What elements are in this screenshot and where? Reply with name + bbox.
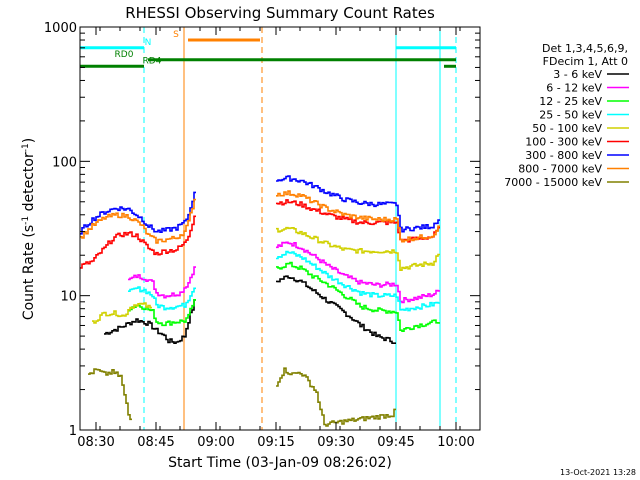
legend-label: 3 - 6 keV — [553, 68, 602, 81]
series-line-2-seg2 — [276, 261, 440, 332]
legend-label: 25 - 50 keV — [539, 109, 602, 122]
legend-label: 800 - 7000 keV — [518, 163, 602, 176]
series-line-7-seg1 — [80, 198, 196, 244]
flag-label-n: N — [145, 38, 152, 48]
x-tick-label: 08:45 — [137, 435, 174, 450]
x-axis: 08:30 08:45 09:00 09:15 09:30 09:45 10:00 — [77, 27, 481, 450]
series-line-2-seg1 — [128, 299, 196, 327]
series-line-6-seg1 — [80, 191, 196, 235]
legend-header-decimation: FDecim 1, Att 0 — [543, 55, 628, 68]
series-line-0-seg1 — [104, 299, 196, 344]
x-tick-label: 10:00 — [437, 435, 474, 450]
series-line-5-seg2 — [276, 199, 440, 243]
y-axis-label-suffix: detector — [21, 152, 37, 216]
y-axis-label-close: ) — [21, 138, 37, 143]
series-line-4-seg1 — [92, 302, 152, 324]
legend-label: 12 - 25 keV — [539, 95, 602, 108]
flag-label-rd0: RD0 — [115, 50, 134, 60]
legend-label: 6 - 12 keV — [546, 82, 602, 95]
observing-flags: N S RD0 RD4 — [80, 27, 457, 430]
series-line-8-seg1 — [88, 368, 132, 421]
series-line-4-seg2 — [276, 226, 440, 271]
legend-header-detectors: Det 1,3,4,5,6,9, — [542, 42, 628, 55]
flag-label-s: S — [173, 30, 179, 40]
series-line-8-seg2 — [276, 367, 396, 427]
series-line-5-seg1 — [80, 215, 196, 269]
x-tick-label: 08:30 — [77, 435, 114, 450]
y-axis-label-exp-2: -1 — [21, 143, 31, 152]
series-line-1-seg2 — [276, 241, 440, 304]
legend-label: 50 - 100 keV — [532, 122, 602, 135]
series-line-7-seg2 — [276, 190, 440, 243]
y-axis-label: Count Rate (s-1 detector-1) — [21, 138, 37, 320]
x-tick-label: 09:45 — [377, 435, 414, 450]
x-tick-label: 09:30 — [317, 435, 354, 450]
x-tick-label: 09:15 — [257, 435, 294, 450]
legend-label: 100 - 300 keV — [525, 136, 602, 149]
legend-label: 300 - 800 keV — [525, 149, 602, 162]
series-lines — [80, 175, 440, 427]
y-tick-label: 1000 — [44, 21, 77, 36]
legend-label: 7000 - 15000 keV — [504, 176, 602, 189]
series-line-3-seg1 — [128, 286, 196, 311]
y-tick-label: 10 — [60, 290, 77, 305]
y-tick-label: 1 — [69, 424, 77, 439]
series-line-6-seg2 — [276, 175, 440, 233]
x-axis-label: Start Time (03-Jan-09 08:26:02) — [168, 455, 392, 471]
legend: Det 1,3,4,5,6,9, FDecim 1, Att 0 3 - 6 k… — [504, 42, 629, 189]
footer-timestamp: 13-Oct-2021 13:28 — [560, 468, 636, 477]
chart-title: RHESSI Observing Summary Count Rates — [125, 4, 435, 22]
x-tick-label: 09:00 — [197, 435, 234, 450]
series-line-1-seg1 — [128, 266, 196, 299]
y-axis: 1 10 100 1000 — [44, 21, 480, 439]
series-line-3-seg2 — [276, 250, 440, 312]
y-axis-label-prefix: Count Rate (s — [21, 225, 37, 320]
series-line-0-seg2 — [276, 275, 396, 344]
y-axis-label-exp-1: -1 — [21, 216, 31, 225]
y-tick-label: 100 — [52, 155, 77, 170]
flag-label-rd4: RD4 — [143, 56, 162, 66]
